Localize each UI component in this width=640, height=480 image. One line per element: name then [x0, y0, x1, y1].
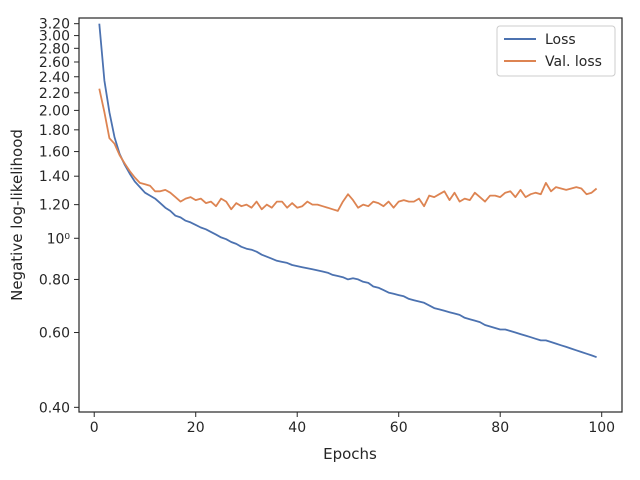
y-tick-label: 2.80: [39, 41, 70, 57]
plot-frame: [78, 17, 623, 413]
y-tick-label: 2.60: [39, 55, 70, 71]
y-tick-label: 2.00: [39, 103, 70, 119]
legend-label-val-loss: Val. loss: [545, 54, 602, 70]
y-tick-label: 3.00: [39, 29, 70, 45]
x-axis-label: Epochs: [323, 445, 377, 463]
y-tick-label: 2.40: [39, 70, 70, 86]
series-line-loss: [98, 23, 597, 359]
y-axis: 0.400.600.8010⁰1.201.401.601.802.002.202…: [39, 17, 79, 416]
y-tick-label: 1.20: [39, 198, 70, 214]
y-tick-label: 10⁰: [47, 231, 71, 247]
y-tick-label: 1.40: [39, 169, 70, 185]
y-tick-label: 1.60: [39, 145, 70, 161]
series-layer: [98, 23, 598, 359]
x-tick-label: 100: [588, 420, 615, 436]
y-tick-label: 1.80: [39, 123, 70, 139]
x-axis: 0 20 40 60 80 100: [90, 412, 615, 436]
x-tick-label: 40: [288, 420, 306, 436]
x-tick-label: 60: [390, 420, 408, 436]
x-tick-label: 80: [491, 420, 509, 436]
y-tick-label: 2.20: [39, 86, 70, 102]
y-tick-label: 0.80: [39, 272, 70, 288]
y-tick-label: 3.20: [39, 17, 70, 33]
x-tick-label: 20: [187, 420, 205, 436]
y-tick-label: 0.40: [39, 400, 70, 416]
y-axis-label: Negative log-likelihood: [8, 129, 26, 301]
y-tick-label: 0.60: [39, 326, 70, 342]
legend: Loss Val. loss: [496, 25, 616, 77]
series-line-val-loss: [98, 88, 598, 212]
legend-label-loss: Loss: [545, 32, 576, 48]
x-tick-label: 0: [90, 420, 99, 436]
